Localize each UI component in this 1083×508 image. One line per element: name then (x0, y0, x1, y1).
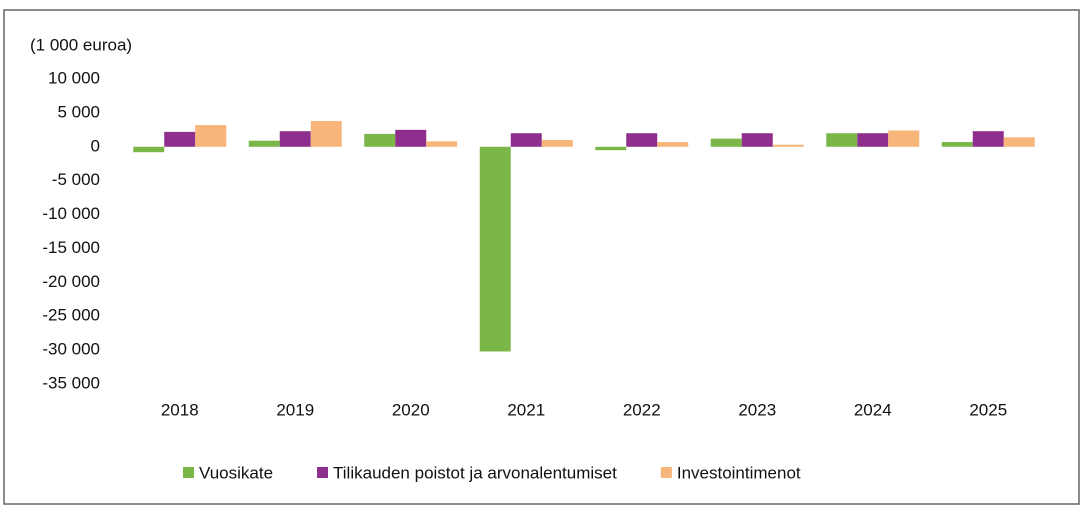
y-tick-label: 10 000 (48, 68, 100, 87)
bar (395, 129, 427, 147)
bar (772, 144, 804, 147)
bar (364, 133, 396, 147)
y-tick-label: -10 000 (42, 204, 100, 223)
y-tick-label: -35 000 (42, 373, 100, 392)
y-axis-label: (1 000 euroa) (30, 35, 132, 54)
x-tick-label: 2021 (507, 400, 545, 419)
bar (710, 138, 742, 147)
bar (479, 146, 511, 352)
x-tick-label: 2022 (623, 400, 661, 419)
y-tick-label: -15 000 (42, 238, 100, 257)
x-tick-label: 2024 (854, 400, 892, 419)
bar (310, 121, 342, 147)
bar (510, 133, 542, 147)
y-tick-label: 5 000 (57, 102, 100, 121)
x-tick-label: 2019 (276, 400, 314, 419)
legend-swatch (660, 467, 672, 478)
x-tick-label: 2025 (969, 400, 1007, 419)
legend-label: Tilikauden poistot ja arvonalentumiset (333, 463, 617, 482)
y-tick-label: -30 000 (42, 340, 100, 359)
bar (248, 140, 280, 147)
bar (626, 133, 658, 147)
bar (741, 133, 773, 147)
bar (1003, 137, 1035, 147)
legend-label: Investointimenot (677, 463, 801, 482)
bar (657, 142, 689, 147)
bar (972, 131, 1004, 147)
chart-frame (3, 9, 1080, 505)
bar (595, 146, 627, 151)
bar (279, 131, 311, 147)
legend-swatch (183, 467, 194, 478)
bar (195, 125, 227, 147)
x-tick-label: 2018 (161, 400, 199, 419)
legend-swatch (317, 467, 329, 478)
x-tick-label: 2020 (392, 400, 430, 419)
legend-label: Vuosikate (199, 463, 273, 482)
y-tick-label: -20 000 (42, 272, 100, 291)
bar (426, 141, 458, 147)
bar (133, 146, 165, 153)
bar (941, 142, 973, 147)
y-tick-label: 0 (91, 136, 100, 155)
bar (541, 140, 573, 147)
bar (857, 133, 889, 147)
x-tick-label: 2023 (738, 400, 776, 419)
bar (888, 130, 920, 147)
bar (164, 131, 196, 147)
y-tick-label: -25 000 (42, 306, 100, 325)
y-tick-label: -5 000 (52, 170, 100, 189)
bar (826, 133, 858, 147)
